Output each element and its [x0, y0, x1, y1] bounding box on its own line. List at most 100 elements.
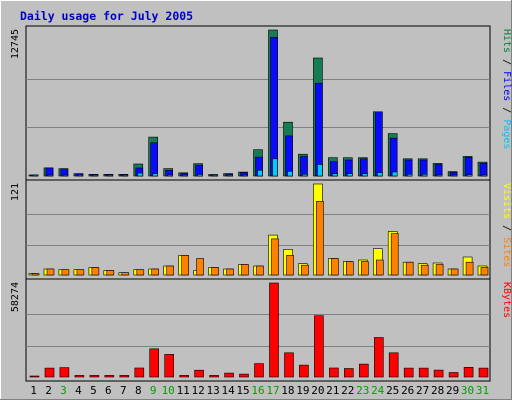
- bar-pages-day-30: [466, 174, 473, 177]
- bar-sites-day-28: [435, 264, 444, 276]
- bar-pages-day-12: [197, 174, 203, 177]
- bar-pages-day-17: [272, 158, 278, 177]
- bar-sites-day-10: [166, 265, 174, 276]
- bar-files-day-27: [419, 159, 428, 177]
- x-tick-label: 13: [206, 384, 219, 397]
- x-tick-label: 4: [75, 384, 82, 397]
- bar-pages-day-7: [122, 174, 129, 177]
- legend-entry: /: [501, 101, 512, 119]
- bar-pages-day-18: [287, 171, 293, 177]
- bar-kbytes-day-7: [119, 375, 130, 378]
- bar-kbytes-day-14: [224, 372, 234, 378]
- bar-sites-day-24: [375, 259, 384, 276]
- bar-pages-day-29: [451, 174, 458, 177]
- bar-pages-day-9: [152, 173, 158, 177]
- x-tick-label: 7: [120, 384, 127, 397]
- bar-files-day-24: [374, 111, 383, 177]
- bar-sites-day-31: [480, 267, 489, 276]
- bar-kbytes-day-31: [478, 367, 489, 378]
- legend-entry: Hits: [501, 29, 512, 53]
- bar-sites-day-22: [345, 261, 354, 276]
- x-tick-label: 28: [431, 384, 444, 397]
- bar-kbytes-day-15: [239, 373, 249, 378]
- panel-legend: KBytes: [501, 282, 512, 318]
- bar-sites-day-30: [465, 261, 474, 276]
- bar-pages-day-1: [32, 174, 39, 177]
- x-tick-label: 14: [221, 384, 235, 397]
- bar-pages-day-28: [436, 174, 443, 177]
- bar-pages-day-21: [332, 173, 338, 177]
- bar-files-day-17: [270, 37, 278, 177]
- bar-pages-day-26: [406, 174, 413, 177]
- x-tick-label: 2: [45, 384, 52, 397]
- bar-kbytes-day-22: [343, 368, 354, 378]
- bar-sites-day-12: [196, 258, 204, 276]
- x-tick-label: 25: [386, 384, 399, 397]
- bar-pages-day-13: [212, 174, 218, 177]
- bar-sites-day-23: [360, 261, 369, 276]
- bar-kbytes-day-20: [314, 315, 324, 378]
- bar-kbytes-day-24: [373, 337, 384, 378]
- x-tick-label: 8: [135, 384, 142, 397]
- bar-files-day-25: [389, 137, 398, 177]
- bar-sites-day-21: [331, 258, 339, 276]
- x-tick-label: 24: [371, 384, 385, 397]
- bar-kbytes-day-6: [104, 375, 115, 378]
- x-tick-label: 18: [281, 384, 294, 397]
- x-tick-label: 10: [162, 384, 175, 397]
- bar-kbytes-day-3: [59, 367, 70, 378]
- x-tick-label: 15: [236, 384, 249, 397]
- bar-pages-day-24: [376, 172, 383, 177]
- bar-kbytes-day-1: [29, 375, 40, 378]
- bar-kbytes-day-4: [74, 375, 85, 378]
- bar-kbytes-day-18: [284, 352, 294, 378]
- x-tick-label: 21: [326, 384, 339, 397]
- bar-kbytes-day-17: [269, 282, 279, 378]
- chart-title: Daily usage for July 2005: [20, 9, 193, 23]
- x-tick-label: 29: [446, 384, 459, 397]
- bar-pages-day-23: [361, 173, 368, 177]
- bar-files-day-18: [285, 135, 293, 177]
- x-tick-label: 31: [476, 384, 489, 397]
- bar-sites-day-18: [286, 255, 294, 276]
- bar-pages-day-16: [257, 170, 263, 177]
- panel-legend: Visits / Sites: [501, 183, 512, 267]
- bar-kbytes-day-9: [149, 348, 159, 378]
- bar-sites-day-27: [420, 264, 429, 276]
- panel-hits-files-pages: 12745 Hits / Files / Pages: [10, 25, 512, 181]
- bar-sites-day-6: [106, 270, 115, 276]
- bar-pages-day-31: [481, 174, 488, 177]
- bar-files-day-9: [150, 142, 158, 177]
- x-tick-label: 12: [191, 384, 204, 397]
- bar-sites-day-9: [151, 268, 159, 276]
- bar-sites-day-3: [61, 269, 70, 276]
- panel-max-label: 121: [10, 183, 21, 201]
- bar-sites-day-16: [256, 265, 264, 276]
- bar-sites-day-8: [136, 269, 145, 276]
- x-tick-label: 6: [105, 384, 112, 397]
- bar-kbytes-day-12: [194, 369, 204, 378]
- bar-kbytes-day-28: [433, 369, 444, 378]
- bar-kbytes-day-8: [134, 367, 145, 378]
- bar-sites-day-11: [181, 255, 189, 276]
- bar-sites-day-14: [226, 268, 234, 276]
- x-tick-label: 17: [266, 384, 279, 397]
- bar-sites-day-19: [301, 264, 309, 276]
- bar-kbytes-day-13: [209, 375, 219, 378]
- x-tick-label: 11: [177, 384, 190, 397]
- panel-max-label: 12745: [10, 29, 21, 59]
- panel-max-label: 58274: [10, 282, 21, 312]
- bar-sites-day-26: [405, 261, 414, 276]
- bar-sites-day-7: [121, 272, 130, 276]
- x-tick-label: 27: [416, 384, 429, 397]
- legend-entry: /: [501, 219, 512, 237]
- bar-sites-day-17: [271, 238, 279, 276]
- x-tick-label: 23: [356, 384, 369, 397]
- bar-pages-day-8: [137, 172, 144, 177]
- bar-pages-day-11: [182, 174, 188, 177]
- panel-kbytes: 58274 KBytes: [10, 278, 512, 382]
- bar-pages-day-10: [167, 174, 173, 177]
- bar-sites-day-5: [91, 267, 100, 276]
- bar-sites-day-20: [316, 201, 324, 276]
- bar-files-day-28: [434, 164, 443, 177]
